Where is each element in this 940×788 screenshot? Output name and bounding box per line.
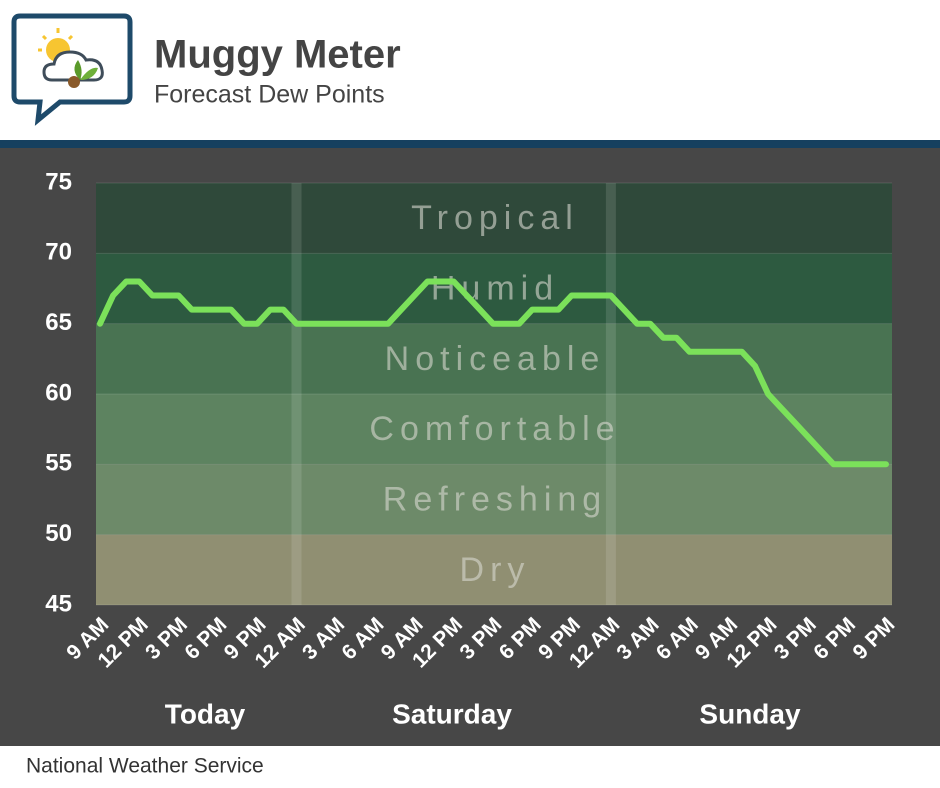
band-label: Comfortable	[369, 410, 620, 448]
logo	[11, 13, 133, 126]
band	[96, 464, 892, 535]
y-tick-label: 75	[45, 168, 72, 195]
band-label: Refreshing	[383, 480, 607, 518]
day-separator	[605, 183, 616, 605]
band-label: Noticeable	[385, 340, 606, 378]
band	[96, 183, 892, 254]
y-tick-label: 70	[45, 239, 72, 266]
band-label: Tropical	[411, 199, 579, 237]
plot: 45 50 55 60 65 70 75 Dry Refreshing Comfortable No…	[45, 168, 899, 729]
band-label: Dry	[460, 551, 531, 589]
y-tick-label: 60	[45, 379, 72, 406]
dew-point-line	[97, 278, 889, 468]
band	[96, 534, 892, 605]
y-tick-label: 50	[45, 520, 72, 547]
y-tick-label: 45	[45, 590, 72, 617]
y-tick-label: 65	[45, 309, 72, 336]
day-label: Saturday	[392, 698, 512, 729]
header-rule	[0, 140, 940, 148]
day-separator	[291, 183, 302, 605]
footer: National Weather Service	[26, 755, 264, 778]
title: Muggy Meter	[154, 33, 401, 77]
band	[96, 394, 892, 465]
subtitle: Forecast Dew Points	[154, 81, 385, 109]
y-tick-label: 55	[45, 450, 72, 477]
day-label: Today	[165, 698, 246, 729]
band-label: Humid	[431, 269, 559, 307]
header-bg	[0, 0, 940, 140]
day-label: Sunday	[699, 698, 801, 729]
